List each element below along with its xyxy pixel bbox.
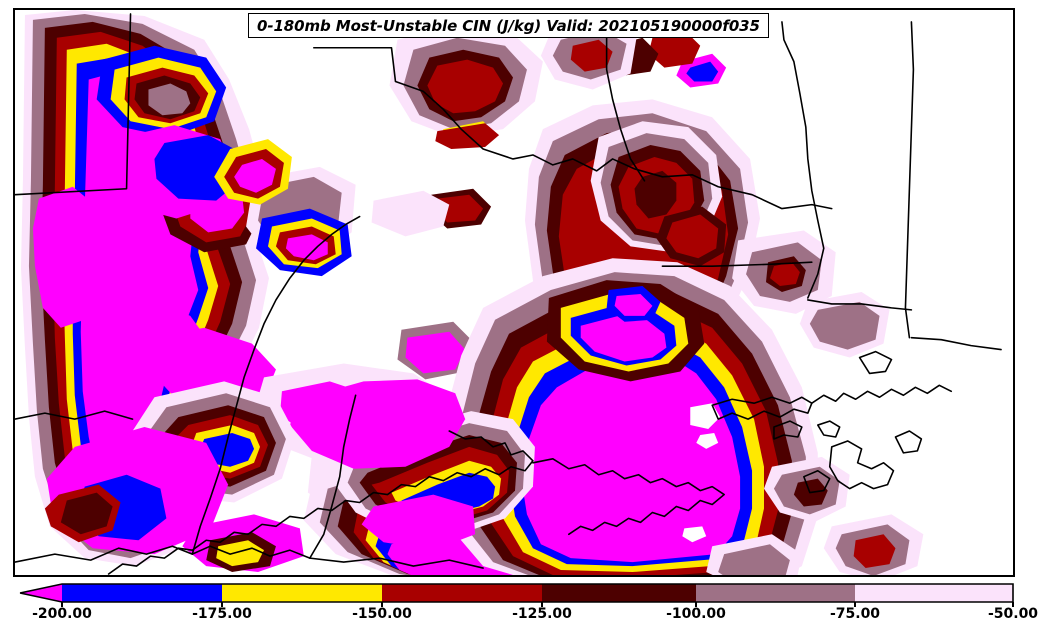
- colorbar-band-magenta: [20, 584, 62, 602]
- colorbar-band-mauve: [696, 584, 855, 602]
- colorbar-ticks: [61, 602, 1014, 607]
- cin-fill-north-texas: [246, 25, 543, 261]
- colorbar-tick-label-6: -50.00: [987, 606, 1039, 622]
- colorbar-band-blue: [62, 584, 222, 602]
- map-panel: [13, 8, 1015, 577]
- colorbar-outline: [19, 583, 1014, 603]
- cin-fill-houston-cells: [546, 280, 705, 382]
- cin-fill-mexico: [44, 381, 296, 555]
- colorbar-tick-label-5: -75.00: [829, 606, 881, 622]
- colorbar-band-pale-pink: [855, 584, 1013, 602]
- colorbar-band-maroon: [542, 584, 696, 602]
- cin-fill-arklatex-north: [590, 121, 723, 253]
- colorbar: -200.00 -175.00 -150.00 -125.00 -100.00 …: [0, 581, 1044, 633]
- cin-contour-map: [15, 10, 1013, 575]
- cin-fill-gulf-core: [437, 258, 818, 575]
- cin-fill-scattered: [182, 19, 924, 575]
- colorbar-tick-label-4: -100.00: [666, 606, 726, 622]
- colorbar-band-yellow: [222, 584, 382, 602]
- cin-fill-panhandle: [96, 45, 352, 277]
- map-title-box: 0-180mb Most-Unstable CIN (J/kg) Valid: …: [248, 13, 769, 38]
- colorbar-tick-label-1: -175.00: [192, 606, 252, 622]
- colorbar-swatches: [19, 583, 1014, 607]
- page-title: 0-180mb Most-Unstable CIN (J/kg) Valid: …: [257, 16, 760, 35]
- colorbar-tick-label-2: -150.00: [352, 606, 412, 622]
- colorbar-band-dark-red: [382, 584, 542, 602]
- colorbar-tick-label-0: -200.00: [32, 606, 92, 622]
- state-boundaries: [15, 13, 1002, 575]
- colorbar-tick-label-3: -125.00: [512, 606, 572, 622]
